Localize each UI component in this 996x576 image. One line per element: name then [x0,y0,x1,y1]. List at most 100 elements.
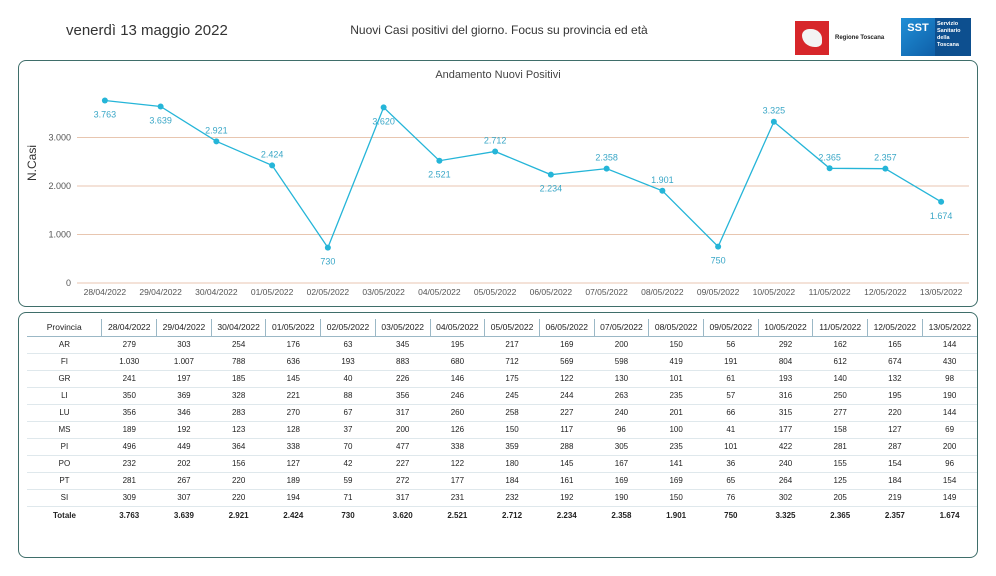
value-cell: 127 [867,421,923,439]
value-cell: 317 [375,404,431,422]
value-cell: 162 [812,336,868,354]
header: venerdì 13 maggio 2022 Nuovi Casi positi… [18,12,980,60]
value-cell: 150 [648,489,704,507]
x-tick-label: 04/05/2022 [418,287,461,297]
line-chart: Andamento Nuovi Positivi 0 1.000 2.000 3.00… [48,69,969,297]
value-cell: 190 [594,489,649,507]
value-cell: 125 [812,472,868,490]
value-cell: 235 [648,438,704,456]
series-line [104,99,942,249]
total-cell: 2.921 [211,505,266,524]
value-cell: 117 [539,421,595,439]
value-cell: 227 [539,404,595,422]
table-header-date: 07/05/2022 [594,319,650,337]
province-cell: LU [27,404,102,422]
value-cell: 316 [758,387,813,405]
x-tick-label: 10/05/2022 [753,287,796,297]
value-cell: 67 [320,404,376,422]
data-label: 2.712 [484,135,507,145]
pegasus-icon [795,21,829,55]
province-cell: GR [27,370,102,388]
data-point [882,165,889,172]
table-header-date: 10/05/2022 [758,319,814,337]
value-cell: 169 [648,472,704,490]
value-cell: 220 [867,404,923,422]
value-cell: 146 [430,370,485,388]
table-header-date: 06/05/2022 [539,319,595,337]
value-cell: 40 [320,370,376,388]
value-cell: 309 [101,489,157,507]
value-cell: 176 [265,336,321,354]
value-cell: 674 [867,353,923,371]
value-cell: 422 [758,438,813,456]
value-cell: 359 [484,438,540,456]
x-tick-label: 07/05/2022 [585,287,628,297]
y-tick-label: 0 [66,278,71,288]
province-cell: AR [27,336,102,354]
value-cell: 1.007 [156,353,212,371]
data-point [603,165,610,172]
value-cell: 96 [922,455,977,473]
value-cell: 680 [430,353,485,371]
table-header-date: 04/05/2022 [430,319,486,337]
value-cell: 63 [320,336,376,354]
value-cell: 200 [594,336,649,354]
value-cell: 177 [430,472,485,490]
table-header-date: 30/04/2022 [211,319,267,337]
data-label: 3.763 [94,109,117,119]
value-cell: 364 [211,438,266,456]
total-row: Totale 3.763 3.639 2.921 2.424 730 3.620 2.521 2… [27,505,977,524]
value-cell: 190 [922,387,977,405]
table-row: PI 496 449 364 338 70 477 338 359 288 305 235 101 422… [27,438,977,456]
y-tick-label: 3.000 [48,133,71,143]
value-cell: 154 [922,472,977,490]
report-subtitle: Nuovi Casi positivi del giorno. Focus su… [350,23,648,37]
value-cell: 788 [211,353,266,371]
value-cell: 283 [211,404,266,422]
value-cell: 180 [484,455,540,473]
province-cell: PT [27,472,102,490]
value-cell: 195 [867,387,923,405]
value-cell: 185 [211,370,266,388]
value-cell: 279 [101,336,157,354]
value-cell: 217 [484,336,540,354]
value-cell: 350 [101,387,157,405]
x-tick-label: 03/05/2022 [362,287,405,297]
value-cell: 41 [703,421,759,439]
value-cell: 59 [320,472,376,490]
value-cell: 305 [594,438,649,456]
value-cell: 71 [320,489,376,507]
data-point [770,118,777,125]
data-label: 3.620 [372,116,395,126]
y-tick-label: 1.000 [48,230,71,240]
value-cell: 189 [265,472,321,490]
value-cell: 569 [539,353,595,371]
data-label: 1.901 [651,175,674,185]
value-cell: 883 [375,353,431,371]
x-tick-label: 30/04/2022 [195,287,238,297]
value-cell: 149 [922,489,977,507]
value-cell: 287 [867,438,923,456]
value-cell: 126 [430,421,485,439]
data-label: 750 [711,256,726,266]
table-row: PO 232 202 156 127 42 227 122 180 145 167 141 36 240 1… [27,455,977,473]
value-cell: 226 [375,370,431,388]
table-row: MS 189 192 123 128 37 200 126 150 117 96 100 41 177 15… [27,421,977,439]
value-cell: 145 [265,370,321,388]
province-cell: PI [27,438,102,456]
value-cell: 205 [812,489,868,507]
chart-panel: N.Casi Andamento Nuovi Positivi 0 1.000 2.… [18,60,978,307]
value-cell: 177 [758,421,813,439]
value-cell: 449 [156,438,212,456]
regione-toscana-logo: Regione Toscana [795,20,903,56]
data-point [492,148,499,155]
value-cell: 419 [648,353,704,371]
value-cell: 315 [758,404,813,422]
value-cell: 192 [156,421,212,439]
table-header-date: 03/05/2022 [375,319,431,337]
value-cell: 598 [594,353,649,371]
data-point [157,103,164,110]
value-cell: 272 [375,472,431,490]
value-cell: 338 [265,438,321,456]
table-panel: Provincia 28/04/2022 29/04/2022 30/04/2022… [18,312,978,558]
